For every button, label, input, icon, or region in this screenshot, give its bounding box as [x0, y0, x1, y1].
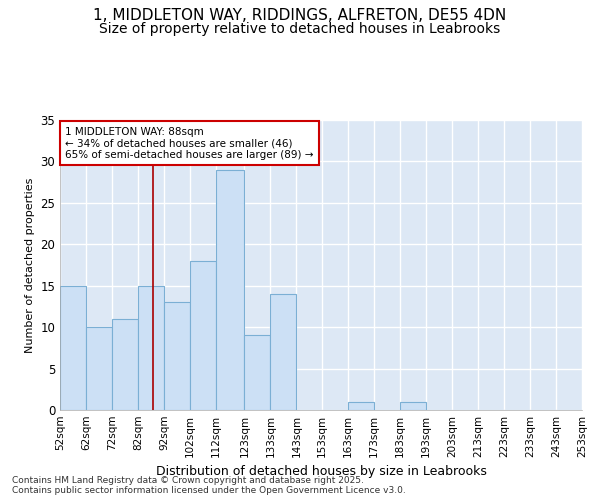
Text: 1, MIDDLETON WAY, RIDDINGS, ALFRETON, DE55 4DN: 1, MIDDLETON WAY, RIDDINGS, ALFRETON, DE… [94, 8, 506, 22]
Bar [348, 402, 374, 410]
Bar [164, 302, 190, 410]
X-axis label: Distribution of detached houses by size in Leabrooks: Distribution of detached houses by size … [155, 466, 487, 478]
Bar [138, 286, 164, 410]
Bar [190, 261, 216, 410]
Text: Contains HM Land Registry data © Crown copyright and database right 2025.
Contai: Contains HM Land Registry data © Crown c… [12, 476, 406, 495]
Text: 1 MIDDLETON WAY: 88sqm
← 34% of detached houses are smaller (46)
65% of semi-det: 1 MIDDLETON WAY: 88sqm ← 34% of detached… [65, 126, 314, 160]
Bar [244, 336, 271, 410]
Bar [86, 327, 112, 410]
Text: Size of property relative to detached houses in Leabrooks: Size of property relative to detached ho… [100, 22, 500, 36]
Y-axis label: Number of detached properties: Number of detached properties [25, 178, 35, 352]
Bar [271, 294, 296, 410]
Bar [216, 170, 244, 410]
Bar [60, 286, 86, 410]
Bar [112, 319, 138, 410]
Bar [400, 402, 426, 410]
